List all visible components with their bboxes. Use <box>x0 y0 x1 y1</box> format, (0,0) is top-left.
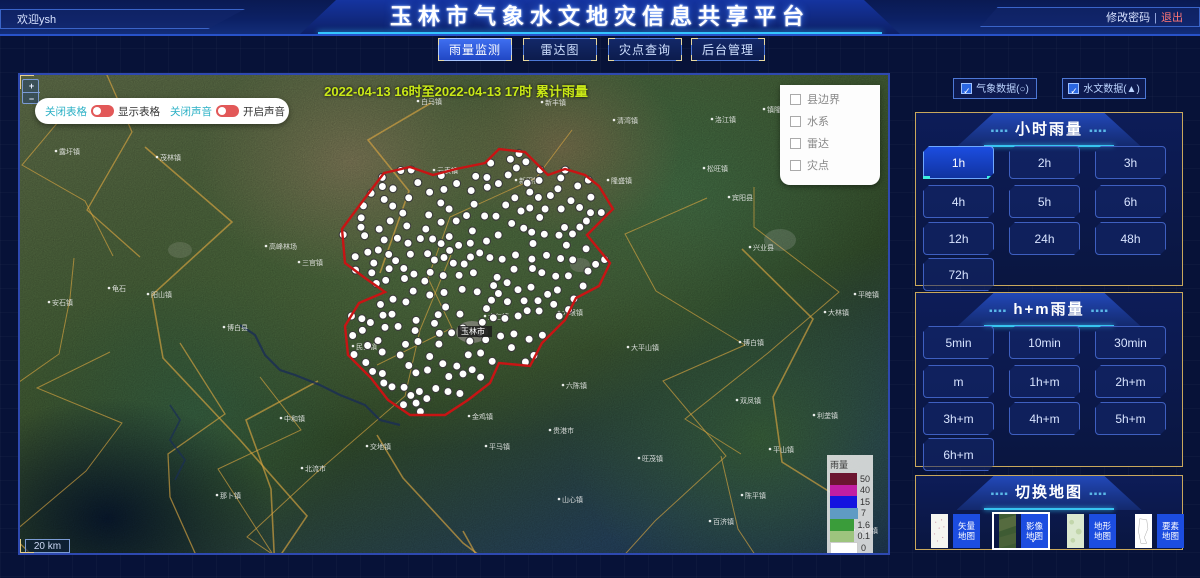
svg-text:三官镇: 三官镇 <box>302 258 323 267</box>
svg-text:平马镇: 平马镇 <box>489 442 510 451</box>
svg-text:安石镇: 安石镇 <box>52 298 73 307</box>
svg-text:百济镇: 百济镇 <box>713 517 734 526</box>
svg-text:高峰林场: 高峰林场 <box>269 242 297 251</box>
svg-text:中和镇: 中和镇 <box>284 414 305 423</box>
svg-text:松旺镇: 松旺镇 <box>707 164 728 173</box>
svg-text:玉林市: 玉林市 <box>461 326 485 336</box>
svg-text:平山镇: 平山镇 <box>773 445 794 454</box>
svg-text:博白县: 博白县 <box>227 323 248 332</box>
svg-text:清湾镇: 清湾镇 <box>617 116 638 125</box>
svg-text:北流市: 北流市 <box>305 464 326 473</box>
svg-text:阳山镇: 阳山镇 <box>151 290 172 299</box>
svg-text:贵港市: 贵港市 <box>553 426 574 435</box>
svg-text:博白镇: 博白镇 <box>743 338 764 347</box>
svg-text:旺茂镇: 旺茂镇 <box>642 454 663 463</box>
svg-text:金鸡镇: 金鸡镇 <box>472 412 493 421</box>
svg-text:山心镇: 山心镇 <box>562 495 583 504</box>
svg-text:交地镇: 交地镇 <box>370 442 391 451</box>
svg-text:那卜镇: 那卜镇 <box>220 491 241 500</box>
svg-text:利垄镇: 利垄镇 <box>817 411 838 420</box>
svg-text:大平山镇: 大平山镇 <box>631 343 659 352</box>
svg-text:龟石: 龟石 <box>112 284 126 293</box>
svg-text:大林镇: 大林镇 <box>828 308 849 317</box>
svg-text:隆盛镇: 隆盛镇 <box>611 176 632 185</box>
svg-text:平睦镇: 平睦镇 <box>858 290 879 299</box>
svg-text:兴业县: 兴业县 <box>753 243 774 252</box>
svg-text:宾阳县: 宾阳县 <box>732 193 753 202</box>
svg-text:双凤镇: 双凤镇 <box>740 396 761 405</box>
svg-text:茂林镇: 茂林镇 <box>160 153 181 162</box>
svg-text:六陈镇: 六陈镇 <box>566 381 587 390</box>
svg-text:陈平镇: 陈平镇 <box>745 491 766 500</box>
svg-text:洛江镇: 洛江镇 <box>715 115 736 124</box>
svg-text:露圩镇: 露圩镇 <box>59 147 80 156</box>
